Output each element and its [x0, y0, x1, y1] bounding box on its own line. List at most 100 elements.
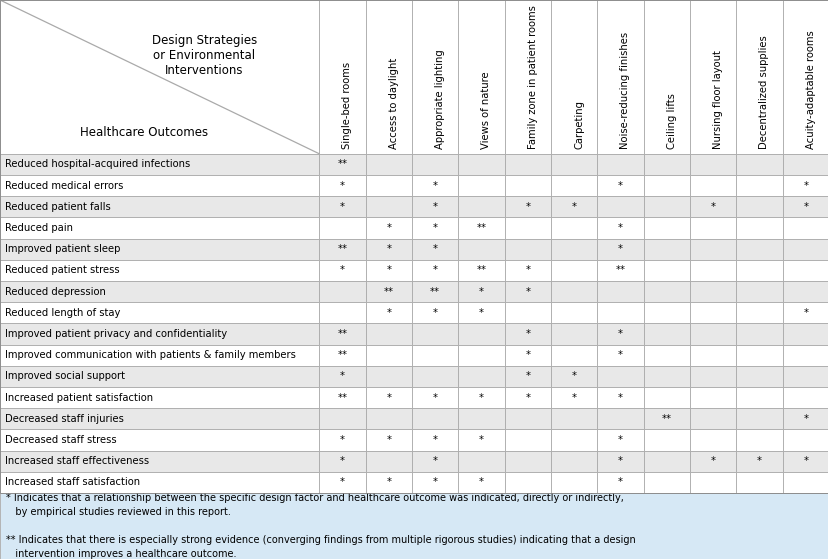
Bar: [643, 175, 689, 196]
Bar: [782, 451, 828, 472]
Bar: [596, 175, 643, 196]
Text: *: *: [617, 244, 622, 254]
Text: *: *: [386, 266, 391, 276]
Text: Improved patient privacy and confidentiality: Improved patient privacy and confidentia…: [5, 329, 227, 339]
Bar: [504, 281, 551, 302]
Bar: [596, 260, 643, 281]
Bar: [365, 0, 412, 154]
Text: Noise-reducing finishes: Noise-reducing finishes: [619, 32, 629, 149]
Bar: [504, 217, 551, 239]
Bar: [689, 323, 735, 344]
Bar: [782, 239, 828, 260]
Bar: [458, 387, 504, 408]
Text: Appropriate lighting: Appropriate lighting: [435, 50, 445, 149]
Bar: [412, 0, 458, 154]
Text: *: *: [432, 202, 437, 212]
Bar: [412, 323, 458, 344]
Text: *: *: [479, 308, 484, 318]
Text: Improved communication with patients & family members: Improved communication with patients & f…: [5, 350, 296, 360]
Bar: [551, 217, 596, 239]
Bar: [0, 408, 319, 429]
Bar: [689, 175, 735, 196]
Text: Reduced length of stay: Reduced length of stay: [5, 308, 120, 318]
Bar: [689, 429, 735, 451]
Text: *: *: [432, 477, 437, 487]
Text: *: *: [386, 435, 391, 445]
Bar: [319, 154, 365, 175]
Bar: [643, 302, 689, 323]
Bar: [643, 344, 689, 366]
Bar: [596, 429, 643, 451]
Text: *: *: [479, 435, 484, 445]
Bar: [643, 217, 689, 239]
Bar: [458, 472, 504, 493]
Bar: [458, 0, 504, 154]
Bar: [412, 239, 458, 260]
Bar: [412, 196, 458, 217]
Bar: [596, 366, 643, 387]
Bar: [782, 0, 828, 154]
Bar: [0, 472, 319, 493]
Bar: [551, 472, 596, 493]
Bar: [412, 175, 458, 196]
Bar: [458, 175, 504, 196]
Text: *: *: [617, 329, 622, 339]
Bar: [504, 387, 551, 408]
Bar: [0, 154, 319, 175]
Text: *: *: [432, 223, 437, 233]
Bar: [596, 0, 643, 154]
Text: *: *: [710, 456, 715, 466]
Text: *: *: [339, 202, 344, 212]
Text: *: *: [339, 371, 344, 381]
Bar: [0, 239, 319, 260]
Bar: [551, 196, 596, 217]
Bar: [458, 281, 504, 302]
Text: **: **: [476, 266, 486, 276]
Text: *: *: [617, 181, 622, 191]
Bar: [596, 323, 643, 344]
Bar: [504, 344, 551, 366]
Bar: [365, 281, 412, 302]
Text: * Indicates that a relationship between the specific design factor and healthcar: * Indicates that a relationship between …: [6, 493, 635, 559]
Bar: [319, 196, 365, 217]
Text: Views of nature: Views of nature: [481, 72, 491, 149]
Text: *: *: [802, 181, 807, 191]
Bar: [782, 196, 828, 217]
Bar: [504, 429, 551, 451]
Bar: [643, 408, 689, 429]
Bar: [412, 154, 458, 175]
Bar: [782, 408, 828, 429]
Text: *: *: [386, 477, 391, 487]
Text: Decreased staff stress: Decreased staff stress: [5, 435, 117, 445]
Bar: [596, 302, 643, 323]
Bar: [782, 154, 828, 175]
Bar: [735, 0, 782, 154]
Text: Reduced medical errors: Reduced medical errors: [5, 181, 123, 191]
Bar: [365, 408, 412, 429]
Bar: [596, 344, 643, 366]
Bar: [365, 302, 412, 323]
Bar: [551, 344, 596, 366]
Bar: [782, 281, 828, 302]
Text: *: *: [432, 435, 437, 445]
Bar: [458, 323, 504, 344]
Text: Access to daylight: Access to daylight: [388, 58, 398, 149]
Bar: [735, 196, 782, 217]
Bar: [319, 323, 365, 344]
Bar: [412, 217, 458, 239]
Bar: [596, 451, 643, 472]
Text: *: *: [339, 435, 344, 445]
Bar: [643, 0, 689, 154]
Bar: [782, 387, 828, 408]
Text: Reduced depression: Reduced depression: [5, 287, 106, 297]
Bar: [458, 217, 504, 239]
Bar: [0, 493, 828, 559]
Bar: [689, 472, 735, 493]
Bar: [735, 302, 782, 323]
Bar: [643, 366, 689, 387]
Bar: [643, 387, 689, 408]
Text: *: *: [525, 287, 530, 297]
Bar: [319, 217, 365, 239]
Text: **: **: [337, 244, 347, 254]
Bar: [319, 366, 365, 387]
